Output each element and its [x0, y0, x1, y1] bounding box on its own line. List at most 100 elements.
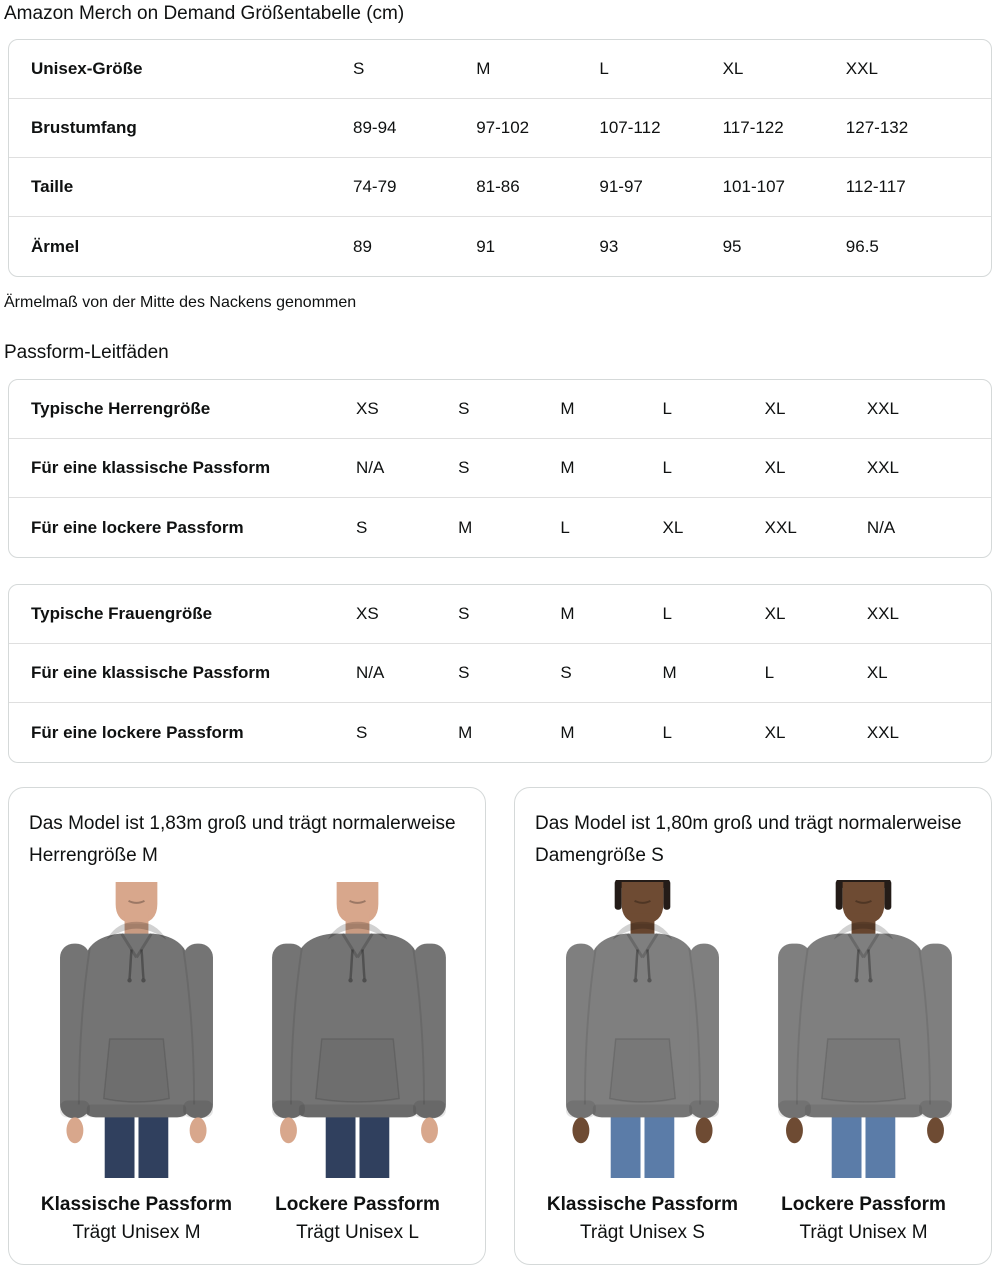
table-row: Ärmel 89 91 93 95 96.5	[9, 217, 991, 276]
table-row: Brustumfang 89-94 97-102 107-112 117-122…	[9, 99, 991, 158]
fit-type-label: Lockere Passform	[781, 1194, 946, 1215]
value-cell: S	[356, 722, 368, 742]
sleeve-measure-note: Ärmelmaß von der Mitte des Nackens genom…	[4, 294, 357, 311]
value-cell: XXL	[866, 458, 899, 477]
model-cards: Das Model ist 1,83m groß und trägt norma…	[8, 787, 992, 1265]
size-cell: S	[353, 59, 365, 78]
value-cell: N/A	[356, 458, 385, 477]
size-cell: XXL	[845, 59, 878, 78]
table-row: Typische Frauengröße XS S M L XL XXL	[9, 585, 991, 644]
value-cell: L	[662, 399, 672, 418]
value-cell: XL	[764, 604, 786, 623]
value-cell: S	[560, 663, 572, 682]
value-cell: M	[560, 458, 575, 477]
fit-type-label: Klassische Passform	[546, 1194, 739, 1215]
row-label: Für eine klassische Passform	[31, 458, 271, 477]
row-label: Für eine klassische Passform	[31, 663, 271, 682]
size-cell: L	[599, 59, 609, 78]
table-row: Für eine lockere Passform S M M L XL XXL	[9, 703, 991, 762]
value-cell: L	[560, 517, 570, 537]
table-row: Für eine klassische Passform N/A S S M L…	[9, 644, 991, 703]
model-figure: Lockere Passform Trägt Unisex L	[250, 880, 465, 1248]
value-cell: XXL	[866, 722, 899, 742]
value-cell: 93	[599, 236, 619, 256]
row-label: Für eine lockere Passform	[31, 517, 244, 537]
value-cell: XXL	[764, 517, 797, 537]
row-label: Typische Herrengröße	[31, 399, 211, 418]
model-figure: Klassische Passform Trägt Unisex S	[535, 880, 750, 1248]
value-cell: S	[458, 604, 470, 623]
table-row: Für eine klassische Passform N/A S M L X…	[9, 439, 991, 498]
model-photo	[29, 880, 244, 1178]
fit-type-label: Klassische Passform	[40, 1194, 233, 1215]
value-cell: 89-94	[353, 118, 397, 137]
value-cell: XL	[764, 399, 786, 418]
value-cell: 127-132	[845, 118, 909, 137]
value-cell: L	[662, 722, 672, 742]
row-label: Typische Frauengröße	[31, 604, 213, 623]
row-label: Ärmel	[31, 236, 80, 256]
row-label: Unisex-Größe	[31, 59, 143, 78]
value-cell: S	[458, 663, 470, 682]
value-cell: L	[764, 663, 775, 682]
women-model-card: Das Model ist 1,80m groß und trägt norma…	[514, 787, 992, 1265]
value-cell: XL	[764, 722, 786, 742]
value-cell: N/A	[356, 663, 385, 682]
size-cell: M	[476, 59, 491, 78]
worn-size-label: Trägt Unisex L	[296, 1222, 419, 1243]
model-photo	[250, 880, 465, 1178]
table-header-row: Unisex-Größe S M L XL XXL	[9, 40, 991, 99]
model-figure: Lockere Passform Trägt Unisex M	[756, 880, 971, 1248]
value-cell: XXL	[866, 399, 899, 418]
value-cell: S	[458, 399, 470, 418]
value-cell: 95	[722, 236, 742, 256]
men-fit-table: Typische Herrengröße XS S M L XL XXL Für…	[8, 379, 992, 558]
model-description: Das Model ist 1,83m groß und trägt norma…	[29, 813, 456, 866]
worn-size-label: Trägt Unisex M	[72, 1222, 201, 1243]
value-cell: M	[662, 663, 677, 682]
value-cell: 107-112	[599, 118, 661, 137]
value-cell: 89	[353, 236, 372, 256]
value-cell: 91	[476, 236, 496, 256]
value-cell: XL	[866, 663, 888, 682]
model-description: Das Model ist 1,80m groß und trägt norma…	[535, 813, 962, 866]
row-label: Brustumfang	[31, 118, 137, 137]
value-cell: M	[458, 722, 473, 742]
value-cell: L	[662, 458, 672, 477]
table-row: Für eine lockere Passform S M L XL XXL N…	[9, 498, 991, 557]
size-cell: XL	[722, 59, 744, 78]
row-label: Für eine lockere Passform	[31, 722, 244, 742]
value-cell: L	[662, 604, 672, 623]
value-cell: M	[560, 399, 575, 418]
value-cell: 96.5	[845, 236, 879, 256]
women-fit-table: Typische Frauengröße XS S M L XL XXL Für…	[8, 584, 992, 763]
worn-size-label: Trägt Unisex S	[580, 1222, 705, 1243]
value-cell: XL	[764, 458, 786, 477]
model-figure: Klassische Passform Trägt Unisex M	[29, 880, 244, 1248]
value-cell: XL	[662, 517, 684, 537]
value-cell: S	[356, 517, 368, 537]
value-cell: 97-102	[476, 118, 530, 137]
fit-guides-heading: Passform-Leitfäden	[4, 342, 169, 363]
worn-size-label: Trägt Unisex M	[799, 1222, 928, 1243]
value-cell: 74-79	[353, 177, 397, 196]
value-cell: M	[560, 722, 575, 742]
value-cell: 81-86	[476, 177, 520, 196]
value-cell: N/A	[866, 517, 896, 537]
unisex-size-table: Unisex-Größe S M L XL XXL Brustumfang 89…	[8, 39, 992, 277]
value-cell: XXL	[866, 604, 899, 623]
model-photo	[535, 880, 750, 1178]
value-cell: 101-107	[722, 177, 785, 196]
value-cell: S	[458, 458, 470, 477]
model-photo	[756, 880, 971, 1178]
fit-type-label: Lockere Passform	[275, 1194, 440, 1215]
row-label: Taille	[31, 177, 74, 196]
value-cell: XS	[356, 604, 379, 623]
page-title: Amazon Merch on Demand Größentabelle (cm…	[4, 3, 405, 24]
table-row: Typische Herrengröße XS S M L XL XXL	[9, 380, 991, 439]
men-model-card: Das Model ist 1,83m groß und trägt norma…	[8, 787, 486, 1265]
value-cell: XS	[356, 399, 379, 418]
value-cell: 117-122	[722, 118, 784, 137]
value-cell: M	[560, 604, 575, 623]
table-row: Taille 74-79 81-86 91-97 101-107 112-117	[9, 158, 991, 217]
